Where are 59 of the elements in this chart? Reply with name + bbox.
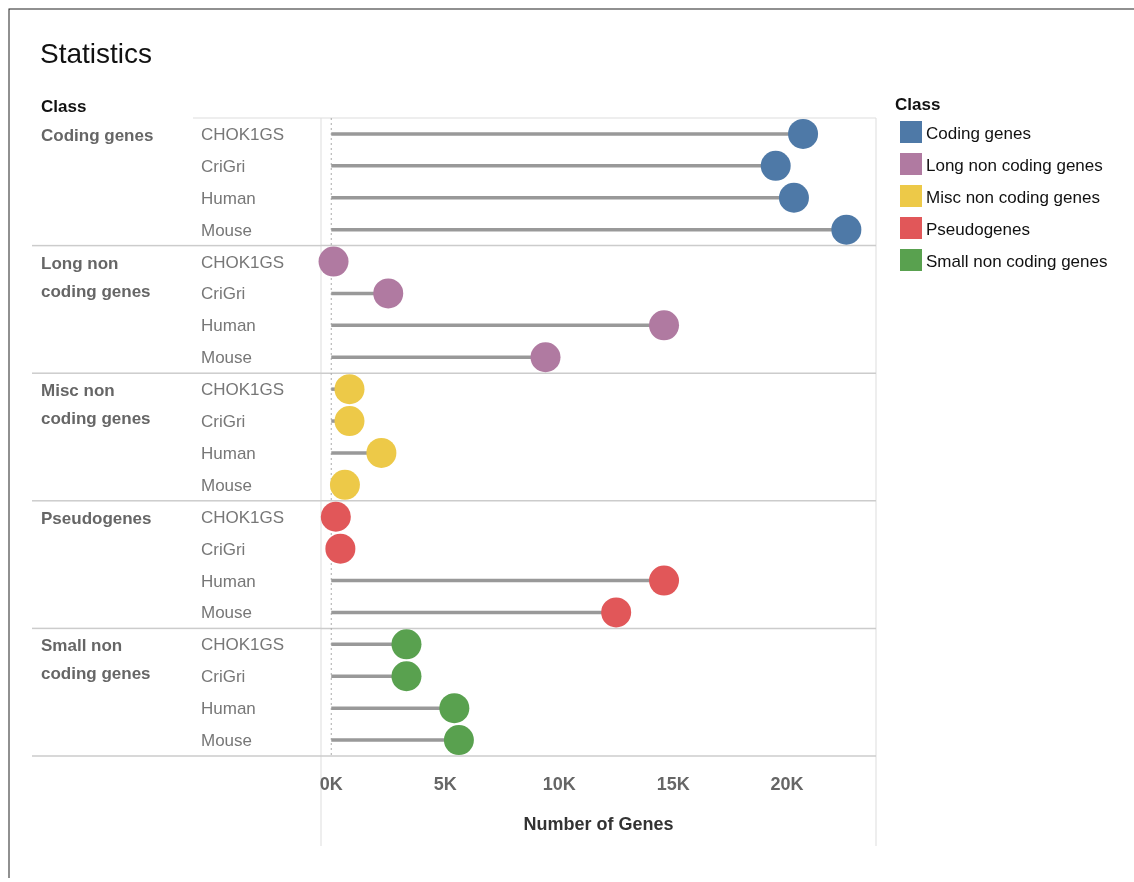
legend-label: Small non coding genes [926,252,1108,271]
text: Misc non coding genes [41,381,151,429]
y-tick-label: CHOK1GS [201,507,285,527]
x-tick-label: 10K [542,774,576,794]
point [439,693,470,724]
text: Pseudogenes [41,508,152,528]
y-tick-label: CHOK1GS [201,124,285,144]
point [334,374,365,405]
point [325,533,356,564]
point [530,342,561,373]
point [329,469,360,500]
y-tick-label: Mouse [201,731,253,751]
point [373,278,404,309]
point [831,214,862,245]
point [649,310,680,341]
legend-label: Misc non coding genes [926,188,1100,207]
point [334,406,365,437]
y-tick-label: CHOK1GS [201,635,285,655]
x-tick-label: 5K [433,774,457,794]
legend-title: Class [895,95,941,114]
y-tick-label: Mouse [201,475,253,495]
x-axis-title: Number of Genes [523,814,674,834]
point [443,725,474,756]
x-tick-label: 15K [656,774,690,794]
y-tick-label: Mouse [201,348,253,368]
y-tick-label: Mouse [201,220,253,240]
y-tick-label: Human [201,443,256,463]
text: Class [41,97,87,116]
x-tick-label: 20K [770,774,804,794]
point [320,501,351,532]
point [318,246,349,277]
text: Statistics [40,38,153,69]
y-tick-label: CHOK1GS [201,252,285,272]
legend-label: Coding genes [926,124,1031,143]
y-tick-label: Human [201,188,256,208]
text: Long non coding genes [41,253,151,301]
point [760,150,791,181]
y-tick-label: Human [201,571,256,591]
point [778,182,809,213]
y-tick-label: CHOK1GS [201,380,285,400]
y-tick-label: CriGri [201,412,246,432]
point [391,661,422,692]
text: Coding genes [41,126,154,145]
y-tick-label: CriGri [201,667,246,687]
x-tick-label: 0K [319,774,343,794]
y-tick-label: CriGri [201,284,246,304]
point [391,629,422,660]
y-tick-label: Human [201,316,256,336]
y-tick-label: Mouse [201,603,253,623]
point [601,597,632,628]
point [366,437,397,468]
y-tick-label: Human [201,699,256,719]
legend-label: Long non coding genes [926,156,1103,175]
legend-label: Pseudogenes [926,220,1030,239]
y-tick-label: CriGri [201,156,246,176]
point [788,118,819,149]
point [649,565,680,596]
text: Small non coding genes [41,636,151,684]
y-tick-label: CriGri [201,539,246,559]
